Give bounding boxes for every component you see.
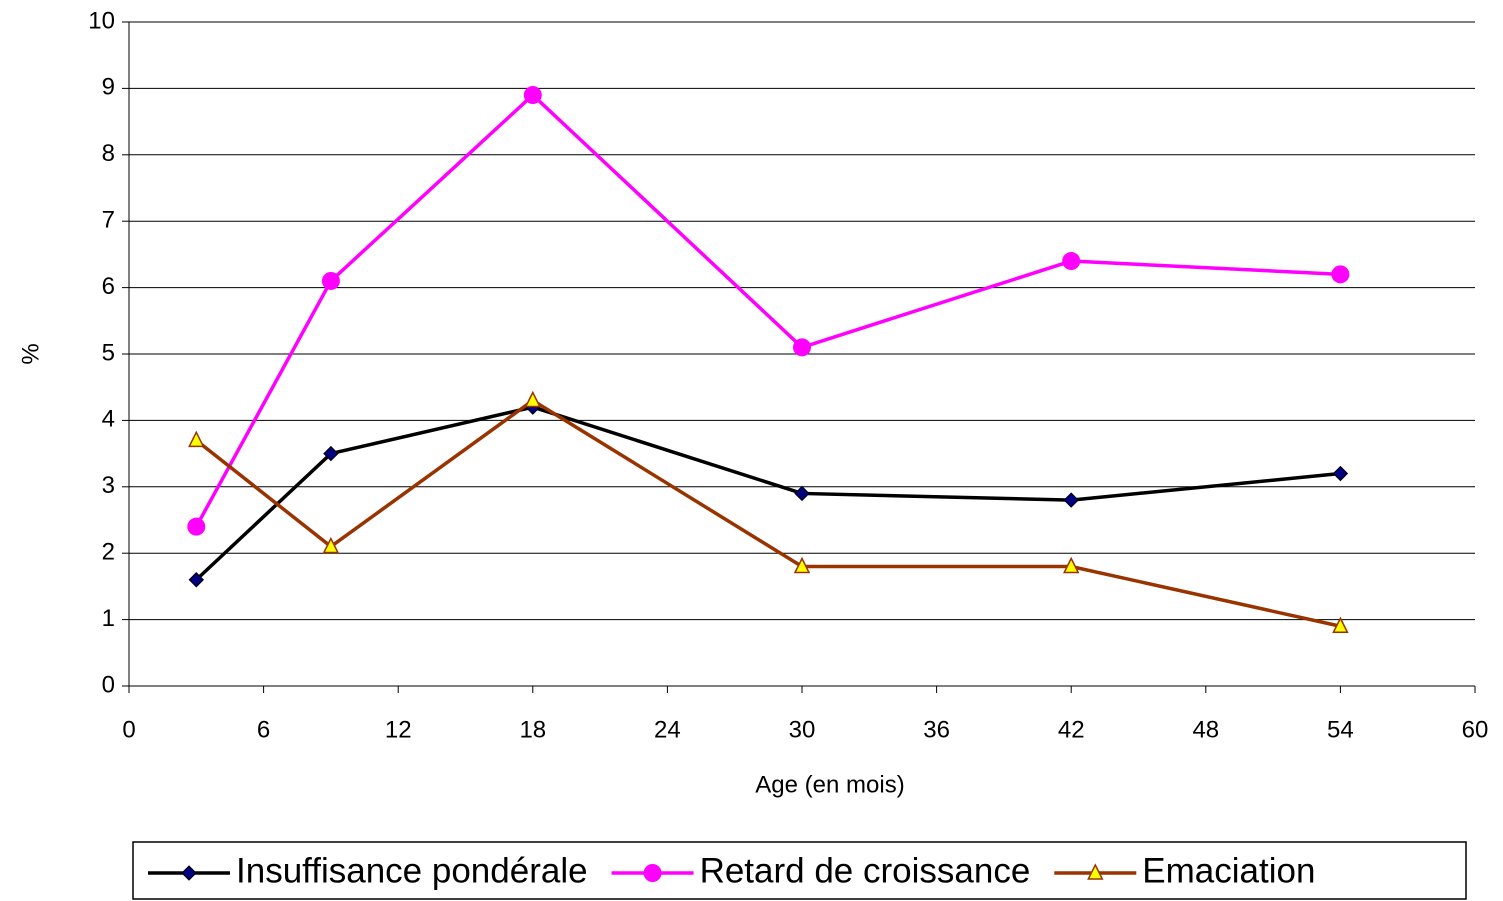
legend-marker: [1087, 863, 1104, 880]
series-line: [194, 92, 1341, 528]
legend-marker: [181, 865, 197, 881]
x-tick-label: 30: [789, 716, 816, 743]
legend: Insuffisance pondérale Retard de croissan…: [132, 841, 1467, 900]
x-tick-label: 48: [1192, 716, 1219, 743]
x-tick-label: 36: [923, 716, 950, 743]
x-tick-label: 54: [1327, 716, 1354, 743]
y-tick-label: 7: [102, 207, 115, 234]
legend-box: [132, 841, 1467, 900]
marker: [321, 271, 340, 290]
marker: [1332, 616, 1349, 633]
marker: [1062, 556, 1080, 574]
marker: [1063, 492, 1079, 508]
y-tick-label: 2: [102, 539, 115, 566]
marker: [1331, 265, 1350, 284]
y-tick-label: 4: [102, 406, 115, 433]
marker: [187, 517, 206, 536]
marker: [1062, 252, 1081, 271]
legend-marker: [643, 864, 662, 882]
legend-label: Insuffisance pondérale: [236, 851, 588, 890]
marker: [524, 390, 542, 408]
x-tick-label: 42: [1058, 716, 1085, 743]
x-tick-label: 12: [385, 716, 412, 743]
marker: [523, 86, 542, 105]
x-tick-label: 60: [1462, 716, 1489, 743]
x-axis-label: Age (en mois): [755, 771, 904, 798]
marker: [188, 572, 205, 588]
y-tick-label: 6: [102, 273, 115, 300]
y-axis-label: %: [17, 343, 44, 364]
marker: [793, 556, 811, 574]
y-tick-label: 8: [102, 140, 115, 167]
y-tick-label: 5: [102, 339, 115, 366]
x-tick-label: 18: [519, 716, 546, 743]
y-tick-label: 9: [102, 74, 115, 101]
legend-label: Retard de croissance: [700, 851, 1031, 890]
x-tick-label: 6: [257, 716, 270, 743]
marker: [794, 485, 810, 502]
marker: [793, 338, 811, 357]
x-tick-label: 0: [122, 716, 135, 743]
x-tick-label: 24: [654, 716, 681, 743]
marker: [322, 536, 340, 554]
marker: [323, 445, 339, 462]
y-tick-label: 0: [102, 671, 115, 698]
legend-label: Emaciation: [1142, 851, 1315, 890]
marker: [188, 430, 205, 448]
series-line: [195, 405, 1341, 582]
marker: [1332, 465, 1349, 482]
series-line: [195, 398, 1341, 628]
y-tick-label: 10: [88, 7, 115, 34]
y-tick-label: 1: [102, 605, 115, 632]
y-tick-label: 3: [102, 472, 115, 499]
